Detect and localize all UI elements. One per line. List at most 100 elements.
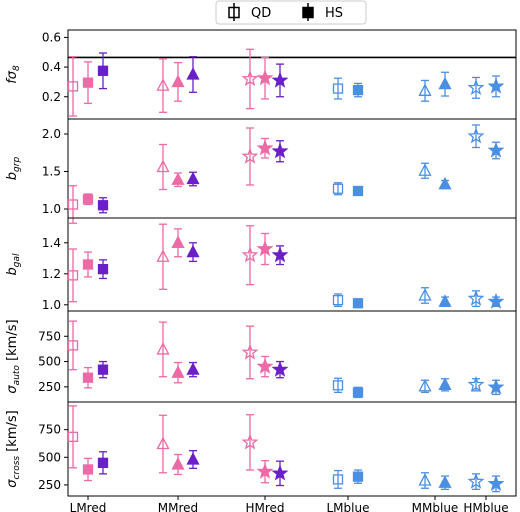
y-tick-label: 500 <box>38 450 61 464</box>
point-lmred-hs_pink <box>82 194 94 205</box>
point-mmred-hs_purple <box>186 67 200 80</box>
point-lmred-hs_pink <box>82 372 94 383</box>
y-axis-label: bgrp <box>5 157 22 181</box>
y-tick-label: 1.0 <box>42 298 61 312</box>
point-mmred-qd <box>156 436 170 450</box>
legend-hs-label: HS <box>325 6 343 21</box>
y-tick-label: 0.2 <box>42 90 61 104</box>
point-hmblue-hs <box>487 292 505 309</box>
point-hmred-hs_purple <box>271 246 289 263</box>
errorbar-lmred-qd <box>69 320 77 371</box>
point-mmred-hs_pink <box>171 172 185 185</box>
y-tick-label: 250 <box>38 380 61 394</box>
point-mmred-hs_pink <box>171 74 185 88</box>
point-hmblue-hs <box>487 378 505 395</box>
point-hmred-hs_pink <box>256 139 274 156</box>
point-mmred-qd <box>156 342 170 355</box>
point-mmblue-qd <box>418 378 432 392</box>
y-tick-label: 1.2 <box>42 267 61 281</box>
legend-hs-marker <box>302 3 314 21</box>
point-mmred-hs_purple <box>186 362 200 375</box>
x-tick-label: MMblue <box>412 501 459 512</box>
panel-5: 250 500 750 σcross [km/s] <box>5 401 517 497</box>
point-mmblue-qd <box>418 163 432 176</box>
point-lmblue-hs <box>352 298 364 309</box>
point-hmblue-hs <box>487 474 505 491</box>
point-mmred-hs_pink <box>171 457 185 470</box>
y-tick-label: 0.4 <box>42 60 61 74</box>
point-hmblue-hs <box>487 141 505 158</box>
errorbar-lmred-qd <box>69 185 77 224</box>
point-hmred-hs_pink <box>256 462 274 479</box>
point-lmred-qd <box>67 270 79 281</box>
errorbar-mmred-qd <box>159 223 167 290</box>
point-mmred-hs_purple <box>186 171 200 185</box>
point-mmblue-hs <box>438 475 452 488</box>
point-hmred-qd <box>241 343 259 360</box>
point-hmred-qd <box>241 246 259 263</box>
point-lmred-hs_pink <box>82 464 94 475</box>
x-tick-label: HMblue <box>463 501 508 512</box>
errorbar-lmred-qd <box>69 405 77 469</box>
errorbar-hmred-qd <box>246 48 254 110</box>
point-lmblue-hs <box>352 471 364 482</box>
point-mmblue-hs <box>438 377 452 390</box>
point-hmblue-hs <box>487 77 505 94</box>
x-tick-label: MMred <box>158 501 198 512</box>
point-lmblue-qd <box>332 83 344 94</box>
x-tick-label: LMred <box>70 501 107 512</box>
panel-frame <box>67 401 517 497</box>
point-lmblue-qd <box>332 380 344 391</box>
point-lmred-hs_pink <box>82 77 94 88</box>
errorbar-lmblue-qd <box>334 469 342 489</box>
point-hmred-qd <box>241 433 259 450</box>
point-lmblue-hs <box>352 387 364 398</box>
point-lmred-hs_purple <box>97 65 109 76</box>
errorbar-mmred-qd <box>159 143 167 191</box>
errorbar-lmred-qd <box>69 56 77 117</box>
point-mmred-hs_purple <box>186 244 200 258</box>
x-tick-label: HMred <box>245 501 284 512</box>
y-tick-label: 2.0 <box>42 127 61 141</box>
point-lmred-qd <box>67 81 79 92</box>
point-hmblue-qd <box>467 127 485 144</box>
legend: QD HS <box>215 0 367 25</box>
point-mmblue-qd <box>418 83 432 96</box>
errorbar-hmred-qd <box>246 325 254 380</box>
errorbar-lmblue-qd <box>334 77 342 100</box>
errorbar-hmred-qd <box>246 225 254 286</box>
y-tick-label: 250 <box>38 478 61 492</box>
point-mmblue-qd <box>418 473 432 486</box>
point-lmred-hs_pink <box>82 259 94 270</box>
point-lmblue-hs <box>352 185 364 197</box>
point-hmblue-qd <box>467 78 485 95</box>
point-mmblue-qd <box>418 288 432 301</box>
point-hmblue-qd <box>467 289 485 306</box>
errorbar-mmred-qd <box>159 321 167 378</box>
point-hmblue-qd <box>467 375 485 392</box>
point-hmred-hs_pink <box>256 69 274 86</box>
point-hmred-qd <box>241 69 259 87</box>
y-tick-label: 0.6 <box>42 30 61 44</box>
point-lmred-hs_purple <box>97 364 109 375</box>
panels: 0.2 0.4 0.6 fσ8 1.0 1.5 2.0 bgrp 1.0 1.2 1.4 bgal 25… <box>5 29 517 497</box>
point-lmred-qd <box>67 199 79 210</box>
y-axis-label: σcross [km/s] <box>5 410 22 487</box>
point-lmblue-qd <box>332 474 344 485</box>
errorbar-hmred-qd <box>246 127 254 186</box>
point-mmred-hs_purple <box>186 452 200 465</box>
y-tick-label: 750 <box>38 423 61 437</box>
point-mmblue-hs <box>438 176 452 190</box>
panel-1: 0.2 0.4 0.6 fσ8 <box>5 29 517 120</box>
point-hmred-hs_purple <box>271 360 289 377</box>
panel-3: 1.0 1.2 1.4 bgal <box>5 217 517 312</box>
x-axis: LMred MMred HMred LMblue MMblue HMblue <box>70 496 509 512</box>
y-tick-label: 750 <box>38 329 61 343</box>
point-hmred-hs_pink <box>256 357 274 374</box>
point-lmred-hs_purple <box>97 263 109 275</box>
errorbar-mmred-qd <box>159 58 167 113</box>
errorbar-mmred-qd <box>159 414 167 474</box>
point-mmred-qd <box>156 249 170 262</box>
y-tick-label: 1.0 <box>42 202 61 216</box>
